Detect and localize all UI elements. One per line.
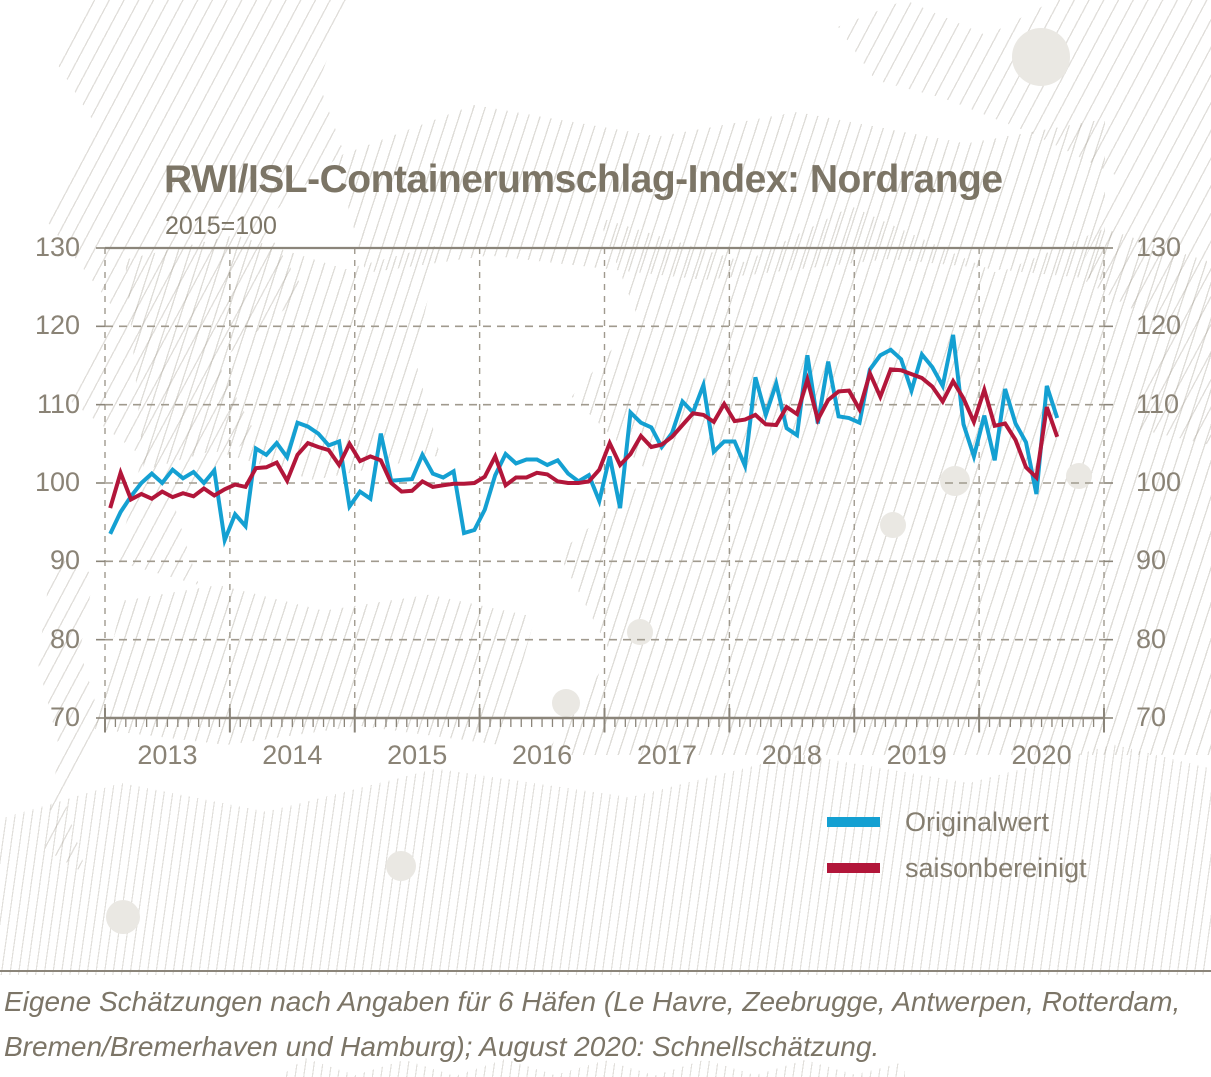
y-axis-label-left-130: 130 (34, 232, 80, 262)
map-city-dot (627, 619, 653, 645)
legend-label-originalwert: Originalwert (905, 806, 1050, 837)
y-axis-label-right-120: 120 (1136, 310, 1182, 341)
originalwert-color-swatch (827, 817, 880, 827)
map-city-dot (880, 512, 906, 538)
y-axis-label-right-110: 110 (1136, 388, 1180, 419)
y-axis-label-left-120: 120 (34, 310, 80, 341)
map-hatch-plot-left (125, 235, 440, 480)
chart-legend: Originalwert saisonbereinigt (827, 799, 1087, 891)
originalwert-line (108, 334, 1060, 548)
y-axis-label-left-70: 70 (49, 702, 80, 732)
y-axis-label-left-80: 80 (49, 623, 80, 654)
x-axis-label-2014: 2014 (262, 740, 323, 770)
x-axis-label-2015: 2015 (387, 740, 448, 770)
y-axis-label-right-80: 80 (1136, 623, 1167, 654)
map-city-dot (106, 900, 140, 934)
footer-divider (0, 970, 1211, 972)
saisonbereinigt-line (108, 367, 1060, 509)
x-axis-label-2018: 2018 (761, 740, 822, 770)
legend-label-saisonbereinigt: saisonbereinigt (905, 852, 1087, 883)
chart-subtitle: 2015=100 (165, 212, 277, 240)
y-axis-label-left-90: 90 (49, 545, 80, 576)
x-axis-label-2017: 2017 (636, 740, 697, 770)
source-note-line2: Bremen/Bremerhaven und Hamburg); August … (4, 1031, 880, 1062)
map-city-dot (940, 466, 970, 496)
legend-row-saisonbereinigt: saisonbereinigt (827, 845, 1087, 891)
map-city-dot (552, 689, 580, 717)
map-city-dot (1012, 28, 1070, 86)
y-axis-label-left-100: 100 (34, 467, 80, 497)
x-axis-label-2013: 2013 (137, 740, 198, 770)
map-hatch-continent (545, 206, 1211, 755)
y-axis-label-right-70: 70 (1136, 702, 1167, 732)
map-city-dot (1066, 463, 1092, 489)
legend-row-originalwert: Originalwert (827, 799, 1087, 845)
x-axis-label-2019: 2019 (886, 740, 947, 770)
map-city-dot (386, 851, 416, 881)
y-axis-label-right-130: 130 (1136, 232, 1182, 262)
x-axis-label-2020: 2020 (1011, 740, 1072, 770)
y-axis-label-right-100: 100 (1136, 467, 1182, 497)
chart-title: RWI/ISL-Containerumschlag-Index: Nordran… (164, 158, 1003, 201)
y-axis-label-left-110: 110 (36, 388, 80, 419)
y-axis-label-right-90: 90 (1136, 545, 1167, 576)
source-note-line1: Eigene Schätzungen nach Angaben für 6 Hä… (4, 986, 1181, 1017)
x-axis-label-2016: 2016 (512, 740, 573, 770)
saisonbereinigt-color-swatch (827, 863, 880, 873)
